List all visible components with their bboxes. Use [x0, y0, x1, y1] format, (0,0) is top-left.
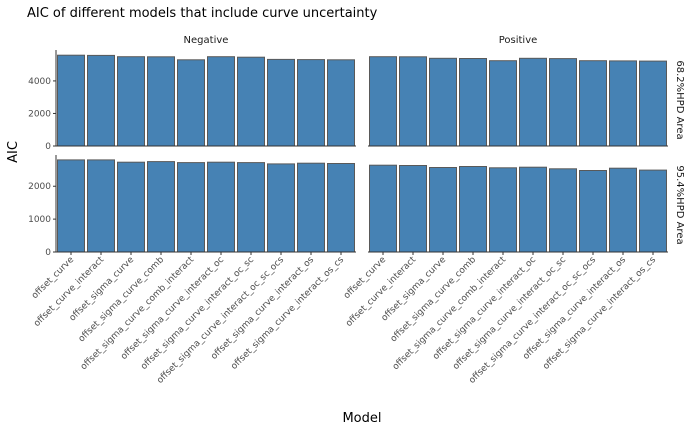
bar-offset_sigma_curve_interact_os_cs	[639, 169, 667, 253]
bar-offset_sigma_curve_interact_oc_sc	[549, 168, 577, 253]
bar-offset_curve_interact	[87, 54, 115, 147]
bar-offset_sigma_curve_comb	[459, 166, 487, 253]
y-tick-label: 2000	[28, 182, 51, 192]
panel-1	[368, 56, 668, 147]
bar-offset_sigma_curve_interact_oc_sc_ocs	[267, 58, 295, 147]
y-axis-label: AIC	[6, 141, 21, 163]
bar-offset_sigma_curve_comb_interact	[489, 60, 517, 147]
bar-offset_curve_interact	[399, 165, 427, 253]
bar-offset_sigma_curve_interact_oc	[519, 166, 547, 253]
chart-title: AIC of different models that include cur…	[27, 6, 378, 21]
row-strip-68: 68.2%HPD Area	[674, 60, 685, 139]
bar-offset_curve	[369, 164, 397, 253]
bar-offset_sigma_curve	[117, 56, 145, 147]
bar-offset_sigma_curve_interact_os_cs	[327, 59, 355, 147]
bar-offset_sigma_curve_interact_os	[609, 60, 637, 147]
bar-offset_sigma_curve_interact_oc_sc_ocs	[579, 60, 607, 147]
bar-offset_sigma_curve_interact_oc_sc	[237, 56, 265, 147]
bar-offset_sigma_curve_interact_oc	[207, 56, 235, 147]
bar-offset_sigma_curve_interact_os_cs	[639, 60, 667, 147]
bar-offset_sigma_curve	[429, 57, 457, 147]
bar-offset_sigma_curve_interact_oc	[207, 161, 235, 253]
bar-offset_sigma_curve_interact_oc_sc_ocs	[579, 170, 607, 253]
bar-offset_curve	[57, 159, 85, 253]
y-tick-label: 2000	[28, 109, 51, 119]
bar-offset_sigma_curve	[117, 161, 145, 253]
panels: 0 2000 4000 0 1000 2000 offset_curveoffset_cur…	[28, 50, 668, 386]
bar-offset_curve	[369, 56, 397, 147]
bar-offset_curve_interact	[399, 56, 427, 147]
bar-offset_sigma_curve_interact_os_cs	[327, 163, 355, 253]
y-tick-label: 0	[45, 248, 51, 258]
bar-offset_sigma_curve_comb	[147, 56, 175, 147]
panel-2: 010002000offset_curveoffset_curve_intera…	[28, 155, 356, 386]
bar-offset_sigma_curve_comb_interact	[177, 162, 205, 253]
bar-offset_sigma_curve_interact_oc	[519, 57, 547, 147]
panel-3: offset_curveoffset_curve_interactoffset_…	[342, 164, 668, 386]
bar-offset_sigma_curve_interact_oc_sc_ocs	[267, 163, 295, 253]
bar-offset_sigma_curve_interact_oc_sc	[237, 162, 265, 253]
panel-0: 0 2000 4000	[28, 50, 356, 152]
x-tick-label: offset_sigma_curve_interact_os_cs	[541, 255, 658, 372]
bar-offset_curve	[57, 54, 85, 147]
y-tick-label: 4000	[28, 77, 51, 87]
bar-offset_sigma_curve_interact_os	[609, 167, 637, 253]
bar-offset_sigma_curve_interact_os	[297, 59, 325, 147]
bar-offset_sigma_curve_comb	[459, 58, 487, 147]
bar-offset_sigma_curve_interact_oc_sc	[549, 58, 577, 147]
bar-offset_sigma_curve_interact_os	[297, 162, 325, 253]
row-strip-95: 95.4%HPD Area	[674, 165, 685, 244]
column-strip-positive: Positive	[499, 35, 538, 46]
bar-offset_sigma_curve_comb	[147, 161, 175, 253]
x-axis-label: Model	[342, 411, 381, 426]
bar-offset_sigma_curve_comb_interact	[177, 59, 205, 147]
bar-offset_curve_interact	[87, 159, 115, 253]
bar-offset_sigma_curve_comb_interact	[489, 167, 517, 253]
y-tick-label: 0	[45, 142, 51, 152]
bar-offset_sigma_curve	[429, 167, 457, 253]
column-strip-negative: Negative	[184, 35, 229, 46]
y-tick-label: 1000	[28, 215, 51, 225]
x-tick-label: offset_sigma_curve_interact_os_cs	[229, 255, 346, 372]
